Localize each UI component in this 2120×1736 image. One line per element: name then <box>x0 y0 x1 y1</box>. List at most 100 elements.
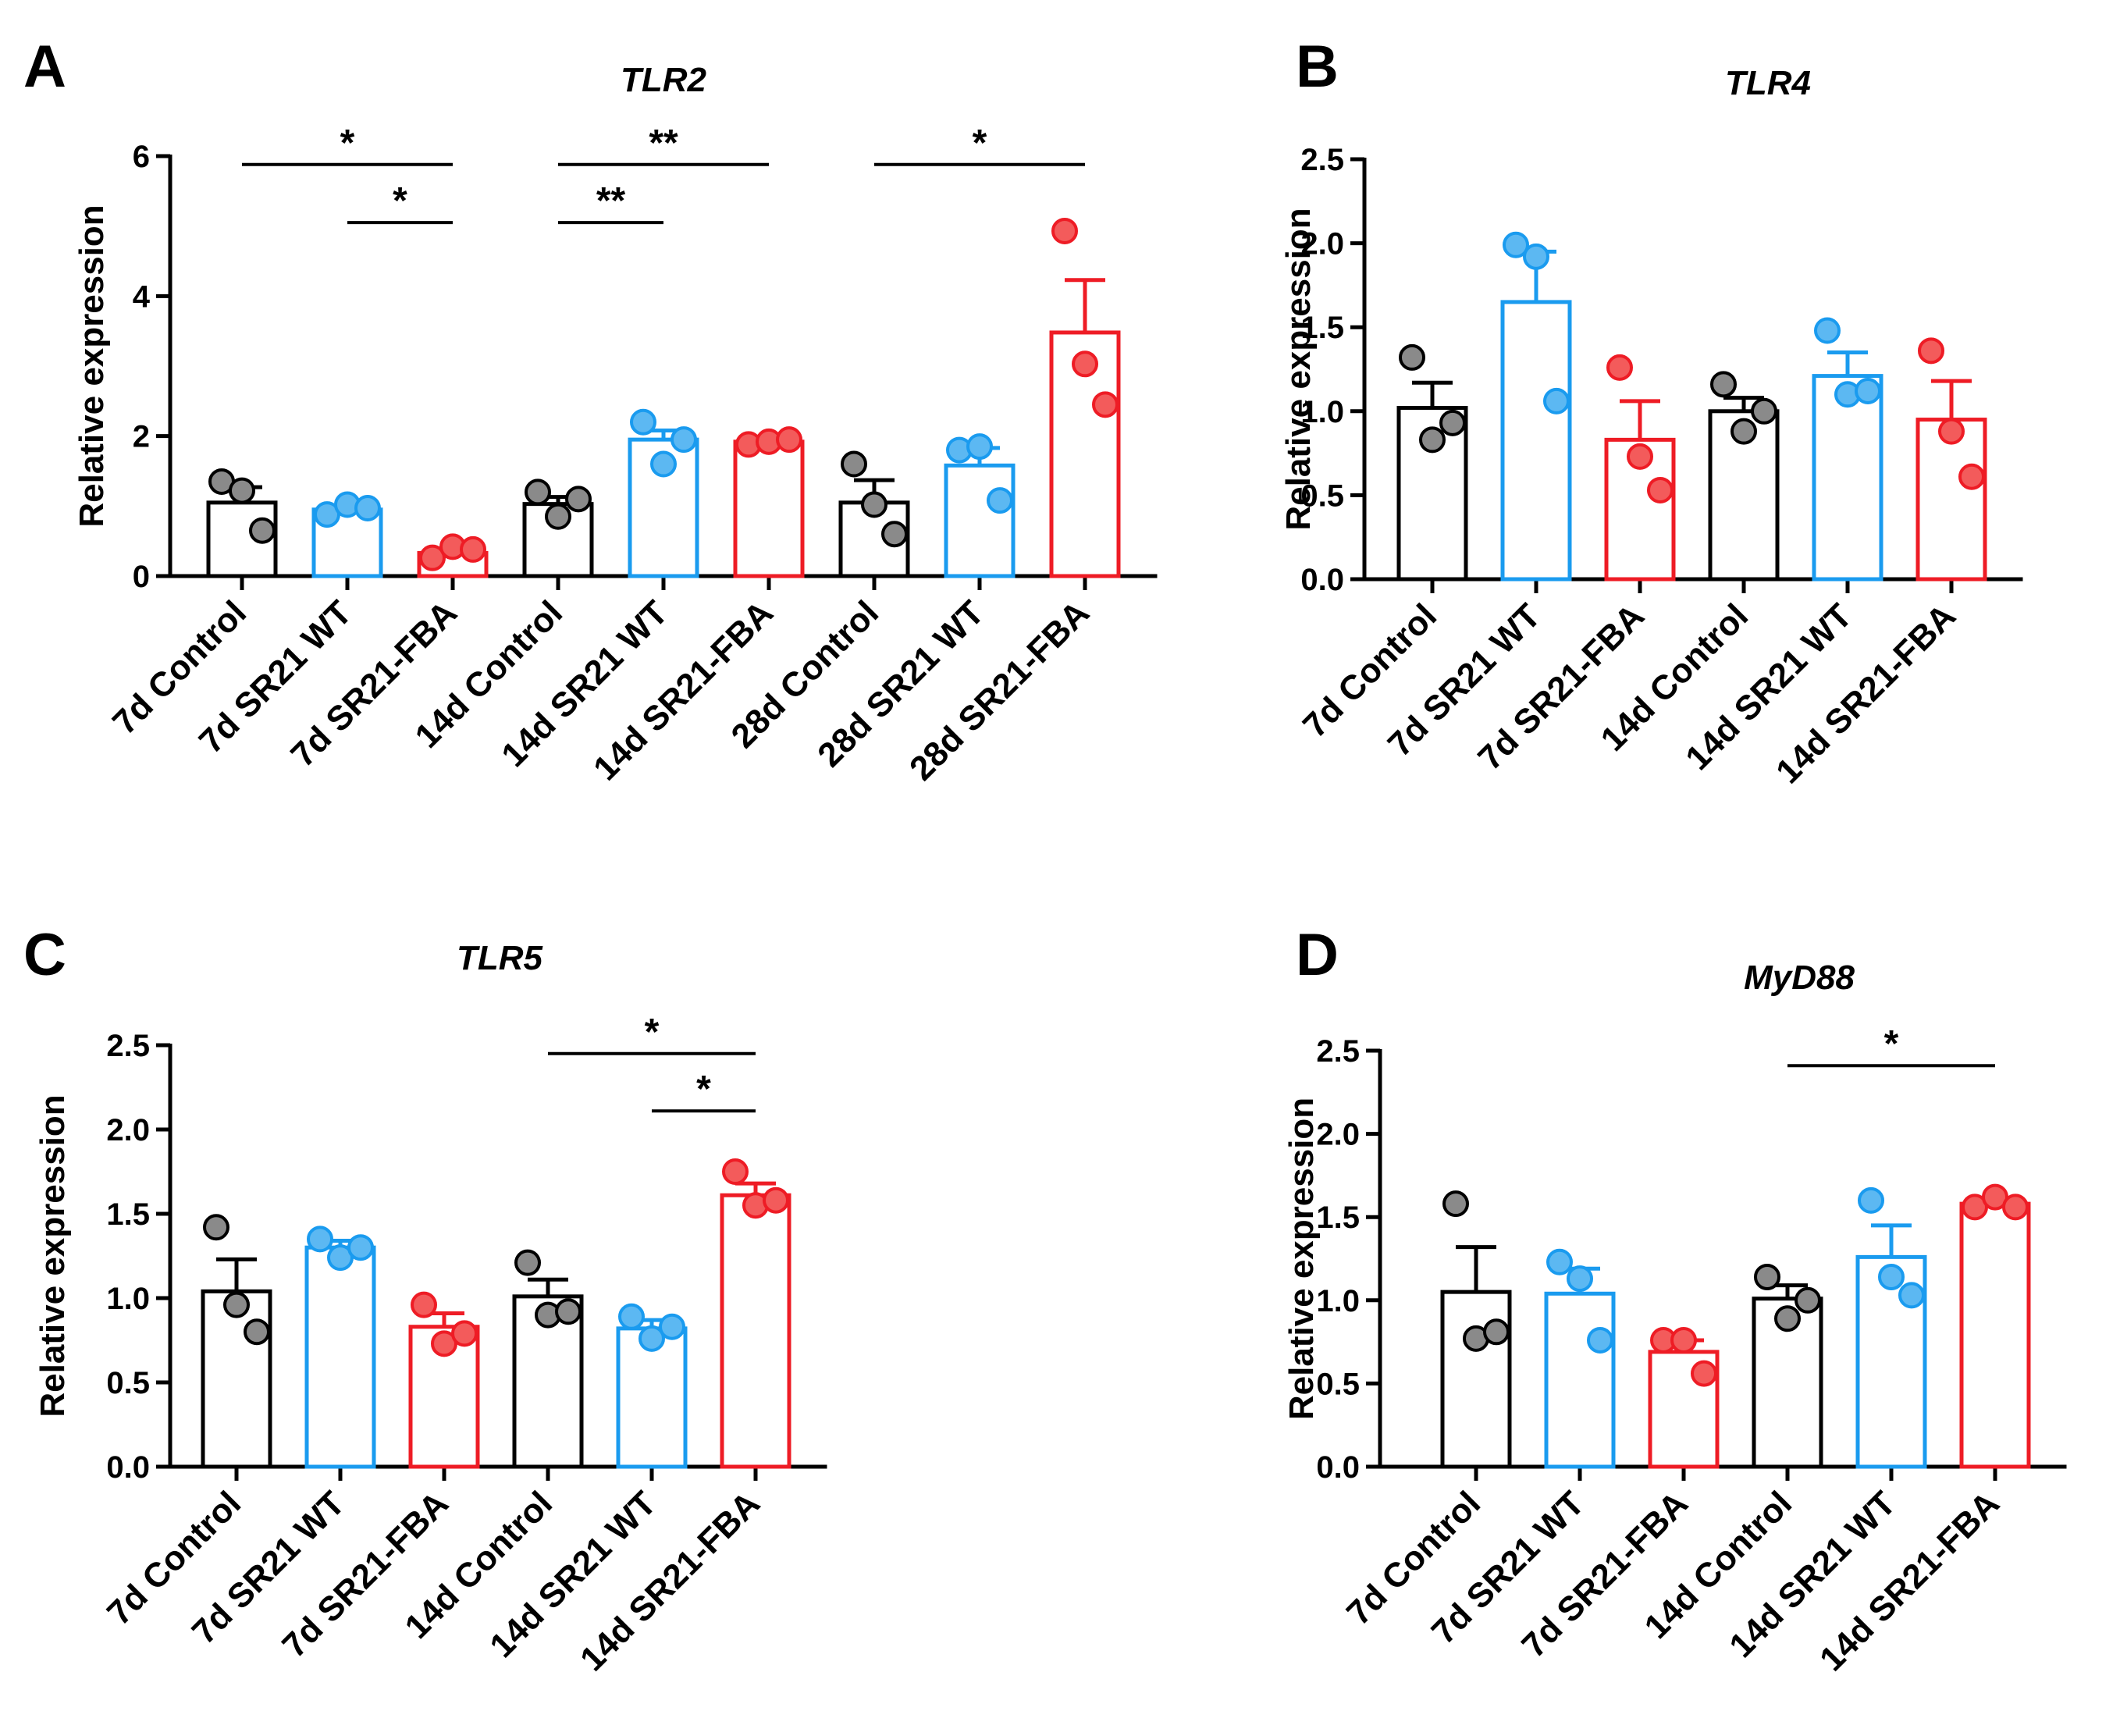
y-tick-label: 2 <box>133 420 150 454</box>
data-point <box>2002 1194 2029 1221</box>
y-tick-label: 0 <box>133 560 150 594</box>
y-tick-label: 0.5 <box>106 1366 150 1400</box>
y-tick-label: 1.5 <box>1300 311 1344 345</box>
significance-label: * <box>645 1012 660 1053</box>
data-point <box>650 450 677 478</box>
data-point <box>565 486 592 513</box>
data-point <box>659 1313 685 1340</box>
bar <box>304 1245 376 1469</box>
data-point <box>354 495 381 522</box>
data-point <box>987 487 1013 514</box>
data-point <box>722 1158 749 1185</box>
data-point <box>1918 337 1944 365</box>
y-tick-label: 1.5 <box>1316 1201 1360 1235</box>
chart-d: 0.0 0.5 1.0 1.5 2.0 2.5 Relative expression 7d … <box>1280 0 2092 1736</box>
data-point <box>1606 354 1633 381</box>
significance-label: * <box>340 123 355 164</box>
data-point <box>229 477 255 504</box>
y-tick-label: 2.0 <box>106 1113 150 1147</box>
y-tick-label: 0.5 <box>1316 1367 1360 1401</box>
data-point <box>525 478 551 506</box>
data-point <box>630 408 656 436</box>
significance-label: * <box>696 1069 711 1110</box>
data-point <box>1523 243 1549 270</box>
y-tick-label: 1.5 <box>106 1197 150 1232</box>
y-tick-label: 2.5 <box>1300 143 1344 177</box>
significance-label: * <box>1884 1023 1899 1065</box>
data-point <box>1419 426 1446 454</box>
significance-label: * <box>393 180 407 222</box>
data-point <box>1898 1282 1925 1309</box>
data-point <box>861 491 887 518</box>
y-tick-label: 2.0 <box>1316 1118 1360 1152</box>
data-point <box>1754 1263 1780 1290</box>
y-axis-label: Relative expression <box>1282 1097 1321 1420</box>
y-tick-label: 4 <box>133 279 151 314</box>
panel-label-b: B <box>1296 34 1339 100</box>
y-tick-label: 2.0 <box>1300 227 1344 261</box>
chart-c: 0.0 0.5 1.0 1.5 2.0 2.5 Relative expression 7d … <box>0 0 827 1736</box>
data-point <box>347 1234 374 1261</box>
y-axis-label: Relative expression <box>34 1094 72 1417</box>
data-point <box>203 1214 229 1241</box>
data-point <box>618 1303 645 1330</box>
data-point <box>1958 463 1985 490</box>
data-point <box>841 450 867 478</box>
y-tick-label: 2.5 <box>1316 1034 1360 1069</box>
data-point <box>881 521 908 548</box>
data-point <box>966 433 993 461</box>
data-point <box>776 426 802 454</box>
bar <box>720 1193 791 1469</box>
y-tick-label: 1.0 <box>1316 1284 1360 1318</box>
chart-title-a: TLR2 <box>621 61 706 99</box>
y-tick-label: 6 <box>133 140 150 174</box>
y-axis-label: Relative expression <box>1279 208 1318 530</box>
data-point <box>244 1318 270 1346</box>
data-point <box>1483 1318 1510 1346</box>
significance-label: ** <box>596 180 626 222</box>
bar <box>1544 1291 1616 1469</box>
data-point <box>1543 387 1570 414</box>
data-point <box>1751 397 1777 425</box>
data-point <box>1399 343 1425 371</box>
data-point <box>1670 1326 1697 1354</box>
data-point <box>1858 1186 1884 1214</box>
data-point <box>555 1298 582 1325</box>
y-tick-label: 0.0 <box>1300 563 1344 597</box>
data-point <box>249 517 276 544</box>
data-point <box>419 544 446 571</box>
bar <box>1440 1290 1512 1469</box>
data-point <box>514 1249 541 1276</box>
data-point <box>1731 418 1757 445</box>
chart-title-c: TLR5 <box>457 939 542 977</box>
significance-label: ** <box>649 123 678 164</box>
y-tick-label: 0.5 <box>1300 478 1344 513</box>
data-point <box>1503 231 1529 258</box>
bar <box>1959 1201 2031 1469</box>
data-point <box>638 1325 665 1352</box>
data-point <box>1878 1263 1905 1290</box>
y-tick-label: 2.5 <box>106 1029 150 1063</box>
data-point <box>1051 217 1078 244</box>
data-point <box>451 1320 478 1347</box>
data-point <box>1072 350 1098 378</box>
panel-label-d: D <box>1296 922 1339 988</box>
data-point <box>1855 377 1881 404</box>
data-point <box>671 426 697 454</box>
y-tick-label: 0.0 <box>1316 1450 1360 1485</box>
data-point <box>1647 476 1674 503</box>
panel-label-a: A <box>23 34 66 100</box>
data-point <box>223 1291 250 1318</box>
bar <box>944 463 1016 578</box>
chart-a: 0 2 4 6 Relative expression 7d Control 7d SR21… <box>0 0 1218 843</box>
x-tick-label: 28d SR21-FBA <box>902 593 1097 788</box>
data-point <box>1587 1326 1613 1354</box>
chart-title-b: TLR4 <box>1725 64 1811 102</box>
data-point <box>411 1291 437 1318</box>
panel-label-c: C <box>23 922 66 988</box>
data-point <box>1567 1265 1593 1293</box>
x-tick-label: 14d SR21-FBA <box>573 1484 767 1678</box>
